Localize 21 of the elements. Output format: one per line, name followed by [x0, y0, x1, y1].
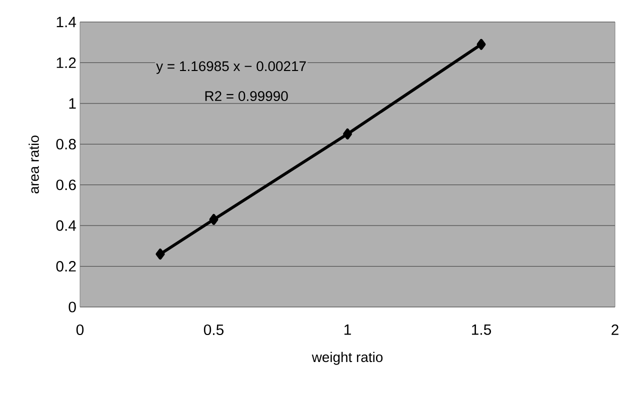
point [156, 248, 165, 260]
y-tick-label: 0.8 [56, 138, 76, 150]
point [476, 38, 486, 50]
x-tick-label: 1.5 [472, 324, 492, 335]
y-tick-label: 1.4 [56, 16, 76, 28]
x-tick-label: 1 [344, 324, 351, 335]
y-tick-label: 0.6 [56, 180, 76, 190]
y-tick-label: 1.2 [56, 57, 76, 68]
x-axis-title: weight ratio [312, 352, 383, 365]
y-tick-label: 0.4 [56, 220, 76, 231]
x-tick-label: 0.5 [204, 324, 224, 336]
y-tick-label: 0 [68, 302, 76, 312]
point [343, 128, 352, 140]
y-axis-title: area ratio [28, 136, 39, 194]
x-tick-label: 0 [76, 324, 84, 336]
annotation: y = 1.16985 x − 0.00217 [156, 61, 306, 74]
point [209, 214, 218, 225]
x-tick-label: 2 [612, 324, 618, 335]
y-tick-label: 1 [69, 98, 76, 109]
annotation: R2 = 0.99990 [205, 91, 288, 102]
y-tick-label: 0.2 [56, 260, 76, 272]
